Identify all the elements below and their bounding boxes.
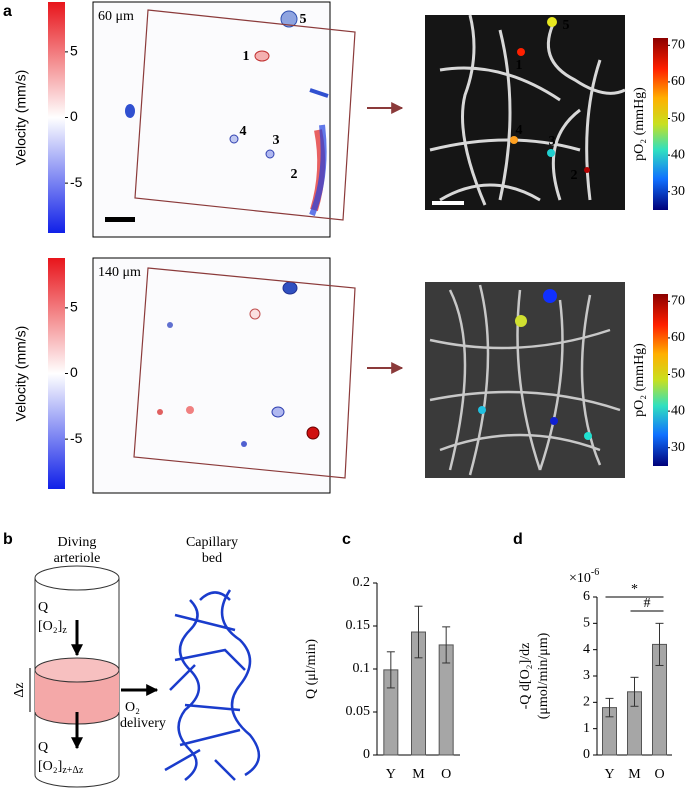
y-tick-label: 6: [583, 589, 590, 604]
x-tick-label: O: [654, 767, 664, 782]
diagram-label: Capillary: [186, 535, 238, 550]
y-tick-label: 0.05: [346, 704, 371, 719]
diagram-label: arteriole: [54, 551, 101, 566]
diagram-label: Q: [38, 740, 48, 755]
panel-letter: b: [3, 531, 13, 548]
label: [O₂]z+Δz: [38, 759, 84, 776]
colorbar-label: Velocity (mm/s): [13, 70, 29, 166]
y-tick-label: 5: [583, 616, 590, 631]
colorbar: [653, 38, 668, 210]
vessel-label: 1: [243, 49, 250, 64]
diagram-label: Δz: [12, 682, 27, 697]
colorbar: [48, 2, 65, 233]
colorbar: [48, 258, 65, 489]
y-tick-label: 0.1: [353, 661, 371, 676]
colorbar-label: pO₂ (mmHg): [632, 87, 647, 161]
tick-label: -5: [70, 430, 83, 446]
vessel-label: 5: [300, 12, 307, 27]
panel-letter: d: [513, 531, 523, 548]
x-tick-label: M: [412, 767, 425, 782]
significance-label: *: [631, 582, 638, 597]
vessel-label: 4: [240, 124, 247, 139]
x-tick-label: M: [628, 767, 641, 782]
vessel-label: 3: [549, 134, 556, 149]
bar-chart: 0 0.05 0.1 0.15 0.2 Q (μl/min) Y M O: [304, 575, 460, 782]
y-axis-label: (μmol/min/μm): [536, 632, 551, 719]
tick-label: -5: [70, 174, 83, 190]
depth-label: 140 μm: [98, 265, 141, 280]
tick-label: 40: [671, 147, 685, 162]
y-tick-label: 4: [583, 642, 590, 657]
vessel-label: 5: [563, 18, 570, 33]
x-tick-label: O: [441, 767, 451, 782]
y-tick-label: 0.15: [346, 618, 371, 633]
cylinder: [34, 565, 120, 788]
y-tick-label: 0.2: [353, 575, 371, 590]
multiplier: ×10-6: [569, 567, 599, 586]
velocity-image: [92, 257, 356, 494]
vessel-label: 2: [291, 167, 298, 182]
panel-letter: a: [3, 3, 12, 20]
tick-label: 70: [671, 294, 685, 309]
tick-label: 60: [671, 74, 685, 89]
diagram-label: delivery: [120, 716, 166, 731]
y-axis-label: -Q d[O₂]/dz: [518, 643, 533, 710]
vessel-image: [425, 282, 625, 478]
vessel-label: 1: [516, 58, 523, 73]
velocity-image: [92, 1, 356, 238]
tick-label: 40: [671, 403, 685, 418]
colorbar: [653, 294, 668, 466]
y-axis-label: Q (μl/min): [304, 639, 319, 699]
x-tick-label: Y: [604, 767, 614, 782]
label: [O₂]z: [38, 619, 67, 636]
diagram-label: O₂: [125, 700, 140, 715]
y-tick-label: 3: [583, 668, 590, 683]
significance-label: #: [644, 596, 651, 611]
y-tick-label: 2: [583, 695, 590, 710]
vessel-image: [425, 14, 626, 210]
diagram-label: bed: [202, 551, 222, 566]
y-tick-label: 0: [363, 747, 370, 762]
bar-chart: 0 1 2 3 4 5 6 -Q d[O₂]/dz (μmol/min/μm) Y M O ×10-6 *…: [518, 567, 672, 782]
tick-label: 30: [671, 184, 685, 199]
vessel-label: 4: [516, 123, 523, 138]
tick-label: 5: [70, 43, 78, 59]
colorbar-label: pO₂ (mmHg): [632, 343, 647, 417]
tick-label: 50: [671, 111, 685, 126]
tick-label: 30: [671, 440, 685, 455]
diagram-label: Diving: [58, 535, 97, 550]
depth-label: 60 μm: [98, 9, 134, 24]
diagram-label: Q: [38, 600, 48, 615]
tick-label: 5: [70, 299, 78, 315]
tick-label: 0: [70, 364, 78, 380]
vessel-label: 3: [273, 133, 280, 148]
panel-letter: c: [342, 531, 351, 548]
x-tick-label: Y: [386, 767, 396, 782]
vessel-label: 2: [571, 168, 578, 183]
tick-label: 70: [671, 38, 685, 53]
y-tick-label: 1: [583, 721, 590, 736]
tick-label: 0: [70, 108, 78, 124]
y-tick-label: 0: [583, 747, 590, 762]
capillary-bed: [164, 589, 260, 781]
colorbar-label: Velocity (mm/s): [13, 326, 29, 422]
tick-label: 60: [671, 330, 685, 345]
tick-label: 50: [671, 367, 685, 382]
